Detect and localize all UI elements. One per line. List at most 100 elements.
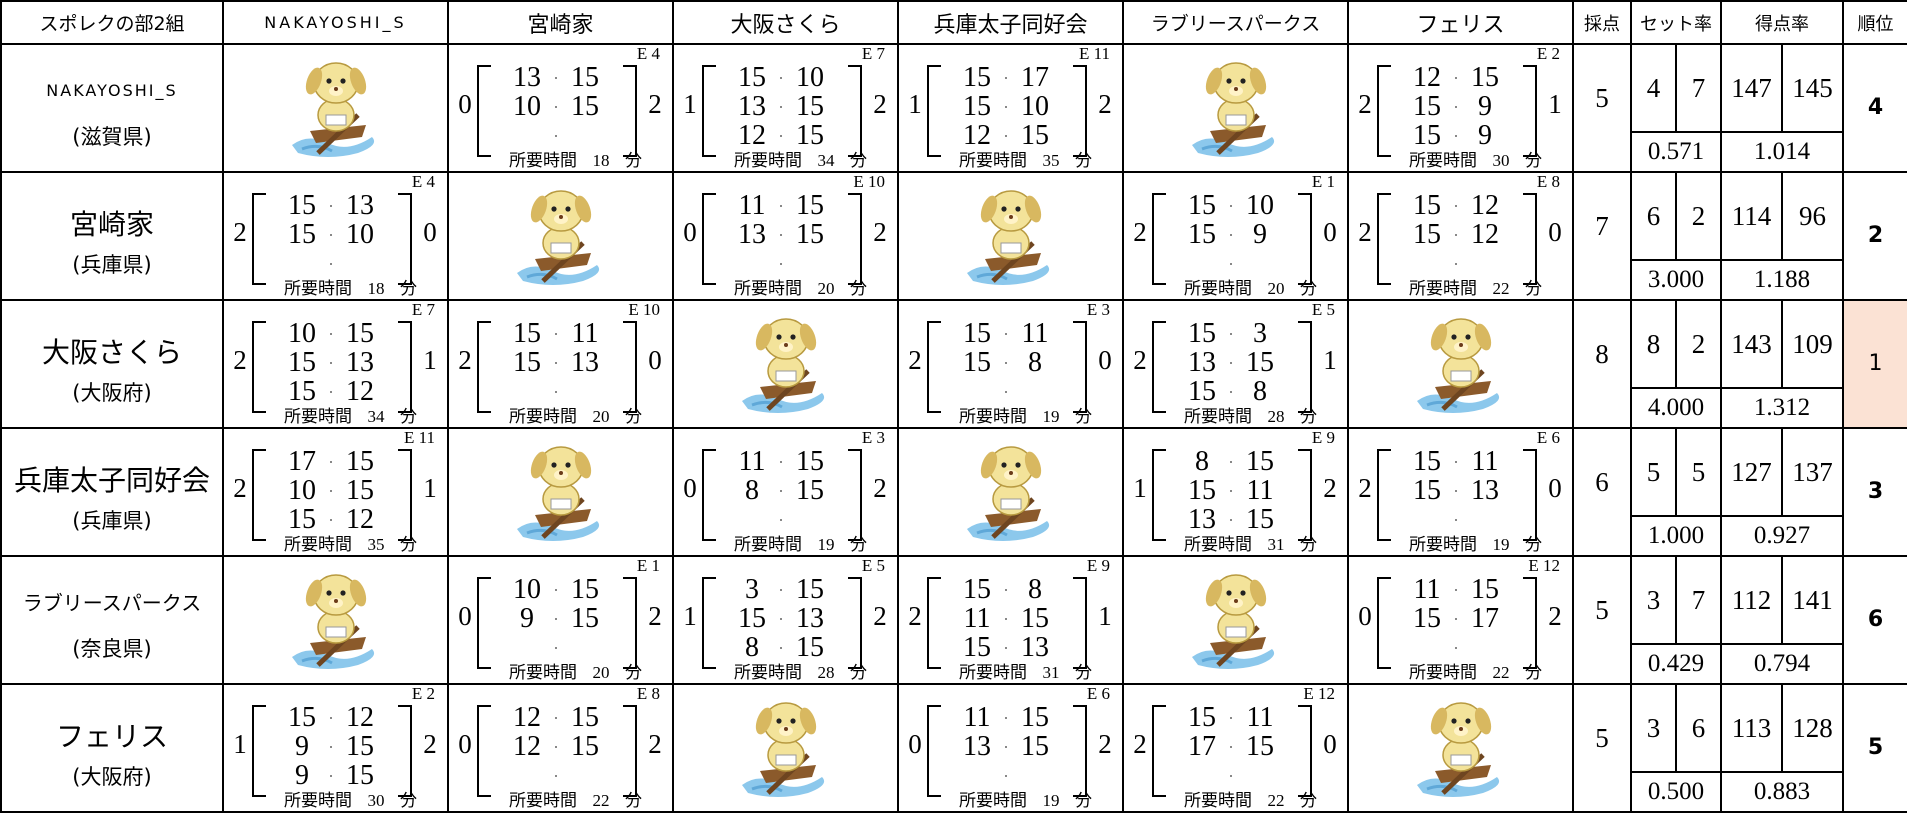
separator bbox=[1224, 333, 1238, 334]
set-row: 15 10 bbox=[1166, 191, 1296, 220]
bracket bbox=[1298, 705, 1312, 797]
set-score: 15 bbox=[1413, 91, 1441, 122]
sets: 15 12 9 15 9 15 bbox=[266, 703, 396, 790]
separator bbox=[324, 775, 338, 776]
duration: 所要時間 34 分 bbox=[734, 151, 867, 170]
set-score: 15 bbox=[1246, 347, 1274, 378]
duration-label: 所要時間 bbox=[284, 407, 352, 426]
points-scored: 112 bbox=[1723, 558, 1783, 643]
rank-cell: 6 bbox=[1842, 555, 1907, 685]
court: E 9 bbox=[1311, 428, 1335, 447]
set-score: 15 bbox=[1413, 475, 1441, 506]
separator bbox=[549, 106, 563, 107]
set-ratio: 0.571 bbox=[1633, 131, 1719, 170]
sets-won: 8 bbox=[1633, 302, 1677, 387]
score-right: 0 bbox=[648, 345, 662, 375]
sets: 15 11 15 8 bbox=[941, 319, 1071, 406]
score-left: 1 bbox=[683, 601, 697, 631]
duration: 所要時間 35 分 bbox=[959, 151, 1092, 170]
minutes-unit: 分 bbox=[1525, 279, 1542, 298]
set-score: 15 bbox=[513, 347, 541, 378]
separator bbox=[774, 490, 788, 491]
minutes-unit: 分 bbox=[1075, 407, 1092, 426]
bracket bbox=[1523, 577, 1537, 669]
set-row bbox=[491, 761, 621, 790]
set-score: 15 bbox=[571, 62, 599, 93]
court: E 2 bbox=[411, 684, 435, 703]
dog-icon bbox=[513, 437, 609, 547]
bracket bbox=[1377, 65, 1391, 157]
minutes: 30 bbox=[1492, 151, 1510, 170]
set-score: 10 bbox=[288, 318, 316, 349]
bracket bbox=[477, 577, 491, 669]
match-cell: E 12 0 2 11 15 15 17 所要時間 22 分 bbox=[1347, 555, 1574, 685]
set-score: 15 bbox=[1413, 219, 1441, 250]
bracket bbox=[398, 705, 412, 797]
set-score: 12 bbox=[738, 120, 766, 151]
set-score: 15 bbox=[963, 318, 991, 349]
duration: 所要時間 35 分 bbox=[284, 535, 417, 554]
minutes: 28 bbox=[1267, 407, 1285, 426]
minutes: 22 bbox=[1492, 663, 1510, 682]
set-row bbox=[1391, 633, 1521, 662]
prefecture: (滋賀県) bbox=[72, 125, 152, 149]
set-score: 15 bbox=[346, 475, 374, 506]
bracket bbox=[477, 705, 491, 797]
duration-label: 所要時間 bbox=[734, 663, 802, 682]
score-right: 0 bbox=[1098, 345, 1112, 375]
set-score: 15 bbox=[1188, 702, 1216, 733]
set-row bbox=[1391, 505, 1521, 534]
set-score: 8 bbox=[1028, 347, 1042, 378]
duration-label: 所要時間 bbox=[284, 279, 352, 298]
minutes-unit: 分 bbox=[625, 407, 642, 426]
match-cell bbox=[222, 43, 449, 173]
set-row: 15 12 bbox=[1391, 191, 1521, 220]
sets: 15 11 15 13 bbox=[491, 319, 621, 406]
separator bbox=[999, 135, 1013, 136]
points-cell: 7 bbox=[1572, 171, 1632, 301]
minutes-unit: 分 bbox=[1525, 151, 1542, 170]
bracket bbox=[1073, 705, 1087, 797]
minutes: 31 bbox=[1042, 663, 1060, 682]
point-ratio: 0.794 bbox=[1723, 643, 1841, 682]
separator bbox=[774, 106, 788, 107]
minutes-unit: 分 bbox=[1300, 279, 1317, 298]
duration: 所要時間 31 分 bbox=[1184, 535, 1317, 554]
set-score: 10 bbox=[288, 475, 316, 506]
set-score: 11 bbox=[1246, 475, 1274, 506]
minutes: 22 bbox=[1267, 791, 1285, 810]
stat-header: 順位 bbox=[1842, 0, 1907, 45]
minutes-unit: 分 bbox=[625, 151, 642, 170]
set-row: 11 15 bbox=[941, 703, 1071, 732]
set-score: 3 bbox=[745, 574, 759, 605]
team-header: 兵庫太子同好会 bbox=[897, 0, 1124, 45]
point-cell: 143 109 1.312 bbox=[1720, 299, 1844, 429]
set-row: 13 15 bbox=[941, 732, 1071, 761]
team-header: ラブリースパークス bbox=[1122, 0, 1349, 45]
points-scored: 127 bbox=[1723, 430, 1783, 515]
set-row: 9 15 bbox=[266, 732, 396, 761]
court: E 3 bbox=[1086, 300, 1110, 319]
separator bbox=[1224, 717, 1238, 718]
minutes: 22 bbox=[1492, 279, 1510, 298]
match-cell bbox=[1347, 683, 1574, 813]
match-cell: E 12 2 0 15 11 17 15 所要時間 22 分 bbox=[1122, 683, 1349, 813]
bracket bbox=[1073, 577, 1087, 669]
points-scored: 113 bbox=[1723, 686, 1783, 771]
set-score: 12 bbox=[346, 376, 374, 407]
set-score: 9 bbox=[1478, 120, 1492, 151]
separator bbox=[324, 333, 338, 334]
dog-icon bbox=[738, 693, 834, 803]
set-row: 15 12 bbox=[266, 703, 396, 732]
set-row: 15 17 bbox=[941, 63, 1071, 92]
score-right: 2 bbox=[423, 729, 437, 759]
set-row: 15 9 bbox=[1166, 220, 1296, 249]
match-cell: E 7 2 1 10 15 15 13 15 12 所要時間 34 分 bbox=[222, 299, 449, 429]
duration-label: 所要時間 bbox=[734, 535, 802, 554]
bracket bbox=[702, 449, 716, 541]
court: E 9 bbox=[1086, 556, 1110, 575]
separator bbox=[324, 391, 338, 392]
bracket bbox=[1298, 321, 1312, 413]
points-cell: 5 bbox=[1572, 555, 1632, 685]
